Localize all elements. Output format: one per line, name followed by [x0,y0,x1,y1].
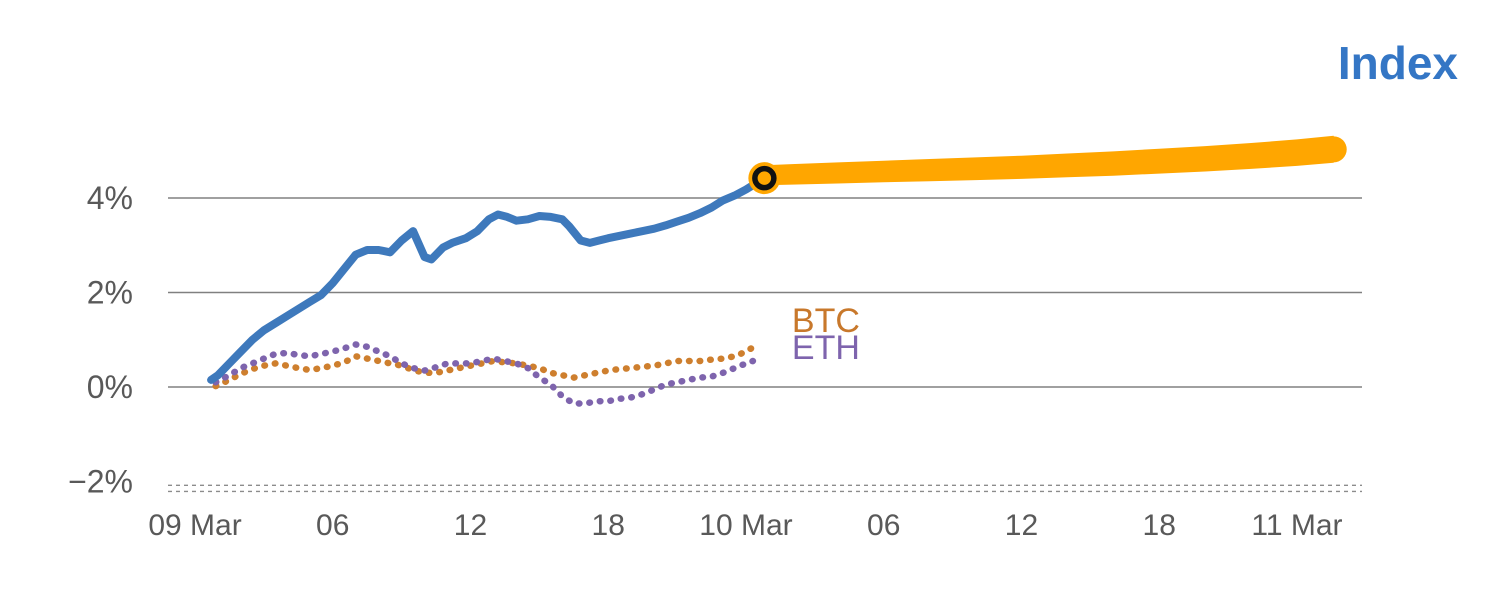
y-tick-label: 0% [87,369,133,405]
x-tick-label: 18 [1143,509,1176,542]
x-tick-label: 09 Mar [148,509,241,542]
forecast-band-endcap [1320,136,1347,163]
x-tick-label: 10 Mar [699,509,792,542]
y-tick-label: 4% [87,180,133,216]
series-line-btc [212,341,761,390]
chart-title: Index [1337,37,1458,89]
x-tick-label: 12 [454,509,487,542]
y-tick-label: −2% [68,464,133,500]
y-tick-label: 2% [87,275,133,311]
series-label-eth: ETH [792,329,860,367]
series-label-btc: BTC [792,302,860,340]
current-point-marker-ring [752,165,777,191]
x-tick-label: 11 Mar [1251,509,1342,542]
series-line-eth [212,341,757,407]
x-tick-label: 12 [1005,509,1038,542]
forecast-band [764,135,1334,186]
series-line-index [207,174,769,384]
x-tick-label: 18 [592,509,625,542]
x-tick-label: 06 [867,509,900,542]
x-tick-label: 06 [316,509,349,542]
